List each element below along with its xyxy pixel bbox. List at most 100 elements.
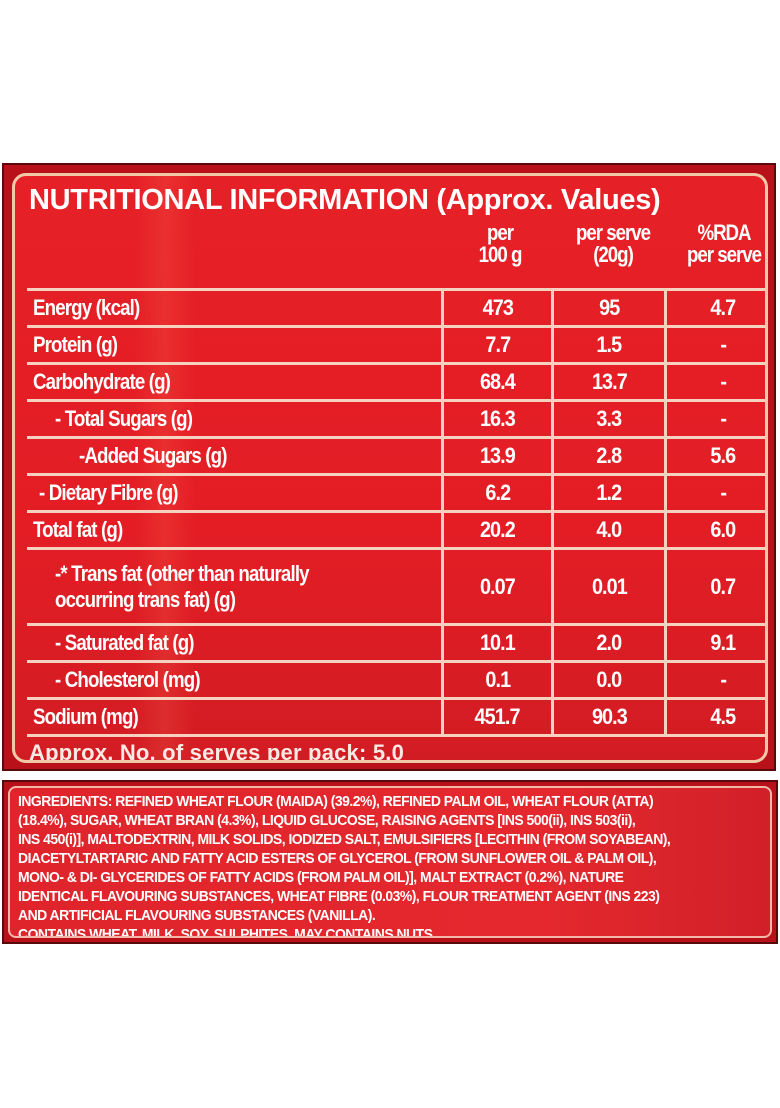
row-label: - Saturated fat (g) (27, 626, 441, 660)
value: 13.7 (591, 369, 628, 394)
value: 1.5 (596, 332, 623, 357)
value: 2.8 (596, 443, 623, 468)
row-label-text: Carbohydrate (g) (33, 369, 171, 394)
cell-rda: 5.6 (664, 439, 765, 473)
value: 4.7 (710, 295, 737, 320)
table-row-total-fat: Total fat (g) 20.2 4.0 6.0 (27, 513, 765, 550)
row-label-text: Energy (kcal) (33, 295, 140, 320)
value: 451.7 (474, 704, 521, 729)
row-label-text: - Saturated fat (g) (55, 630, 195, 655)
cell-per-100g: 6.2 (441, 476, 551, 510)
row-label: -Added Sugars (g) (27, 439, 441, 473)
cell-per-100g: 10.1 (441, 626, 551, 660)
value: 68.4 (480, 369, 516, 394)
row-label-text: Total fat (g) (33, 517, 123, 542)
value: 0.01 (591, 573, 628, 599)
value: 95 (598, 295, 620, 320)
table-row-cholesterol: - Cholesterol (mg) 0.1 0.0 - (27, 663, 765, 700)
column-header-line: per serve (686, 242, 762, 267)
row-label: Sodium (mg) (27, 700, 441, 734)
row-label: -* Trans fat (other than naturally occur… (27, 550, 441, 623)
table-row-protein: Protein (g) 7.7 1.5 - (27, 328, 765, 365)
value: 0.07 (480, 573, 516, 599)
value: 1.2 (596, 480, 623, 505)
cell-per-serve: 90.3 (551, 700, 664, 734)
nutrition-panel-inner: NUTRITIONAL INFORMATION (Approx. Values)… (12, 173, 768, 763)
table-row-dietary-fibre: - Dietary Fibre (g) 6.2 1.2 - (27, 476, 765, 513)
row-label: Carbohydrate (g) (27, 365, 441, 399)
nutrition-panel: NUTRITIONAL INFORMATION (Approx. Values)… (2, 163, 776, 771)
row-label-text: - Dietary Fibre (g) (39, 480, 179, 505)
value: 6.0 (710, 517, 737, 542)
cell-per-100g: 16.3 (441, 402, 551, 436)
column-header-rda: %RDA per serve (672, 222, 765, 267)
value: - (720, 406, 727, 431)
ingredients-line: (18.4%), SUGAR, WHEAT BRAN (4.3%), LIQUI… (18, 812, 636, 829)
column-header-line: per serve (575, 220, 651, 245)
value: - (720, 480, 727, 505)
nutrition-table: Energy (kcal) 473 95 4.7 Protein (g) 7.7… (27, 288, 765, 737)
ingredients-line: INGREDIENTS: REFINED WHEAT FLOUR (MAIDA)… (18, 793, 654, 810)
cell-per-serve: 95 (551, 291, 664, 325)
column-header-line: per (486, 220, 514, 245)
cell-rda: 4.7 (664, 291, 765, 325)
column-header-line: (20g) (593, 242, 634, 267)
ingredients-line: MONO- & DI- GLYCERIDES OF FATTY ACIDS (F… (18, 869, 624, 886)
cell-per-serve: 4.0 (551, 513, 664, 547)
row-label-text: occurring trans fat) (g) (55, 586, 236, 612)
table-row-total-sugars: - Total Sugars (g) 16.3 3.3 - (27, 402, 765, 439)
cell-per-serve: 1.2 (551, 476, 664, 510)
column-header-line: 100 g (478, 242, 523, 267)
cell-per-serve: 13.7 (551, 365, 664, 399)
row-label: - Dietary Fibre (g) (27, 476, 441, 510)
value: 3.3 (596, 406, 623, 431)
value: 90.3 (591, 704, 628, 729)
cell-rda: - (664, 328, 765, 362)
cell-per-100g: 451.7 (441, 700, 551, 734)
row-label-text: Protein (g) (33, 332, 118, 357)
table-row-saturated-fat: - Saturated fat (g) 10.1 2.0 9.1 (27, 626, 765, 663)
cell-per-serve: 0.0 (551, 663, 664, 697)
cell-per-100g: 7.7 (441, 328, 551, 362)
serves-per-pack: Approx. No. of serves per pack: 5.0 (29, 740, 405, 763)
value: 20.2 (480, 517, 516, 542)
nutrition-title: NUTRITIONAL INFORMATION (Approx. Values) (29, 184, 661, 216)
table-row-added-sugars: -Added Sugars (g) 13.9 2.8 5.6 (27, 439, 765, 476)
cell-per-100g: 20.2 (441, 513, 551, 547)
value: 0.1 (485, 667, 511, 692)
cell-rda: - (664, 476, 765, 510)
value: - (720, 667, 727, 692)
cell-per-serve: 3.3 (551, 402, 664, 436)
row-label-text: -* Trans fat (other than naturally (55, 560, 310, 586)
cell-rda: - (664, 402, 765, 436)
value: 5.6 (710, 443, 737, 468)
value: 2.0 (596, 630, 623, 655)
row-label-text: - Cholesterol (mg) (55, 667, 201, 692)
column-header-per-serve: per serve (20g) (560, 222, 665, 266)
allergen-statement: CONTAINS WHEAT, MILK, SOY, SULPHITES. MA… (18, 926, 436, 938)
table-row-sodium: Sodium (mg) 451.7 90.3 4.5 (27, 700, 765, 737)
value: 6.2 (485, 480, 511, 505)
cell-per-100g: 473 (441, 291, 551, 325)
ingredients-line: AND ARTIFICIAL FLAVOURING SUBSTANCES (VA… (18, 907, 376, 924)
ingredients-line: IDENTICAL FLAVOURING SUBSTANCES, WHEAT F… (18, 888, 660, 905)
cell-rda: 4.5 (664, 700, 765, 734)
value: 9.1 (710, 630, 737, 655)
value: 7.7 (485, 332, 511, 357)
cell-rda: 0.7 (664, 550, 765, 623)
value: 473 (482, 295, 513, 320)
value: 4.0 (596, 517, 623, 542)
cell-per-serve: 0.01 (551, 550, 664, 623)
cell-per-100g: 0.1 (441, 663, 551, 697)
row-label-text: -Added Sugars (g) (79, 443, 227, 468)
value: 16.3 (480, 406, 516, 431)
value: 10.1 (480, 630, 516, 655)
value: 0.7 (710, 573, 737, 599)
value: 13.9 (480, 443, 516, 468)
ingredients-panel: INGREDIENTS: REFINED WHEAT FLOUR (MAIDA)… (2, 780, 778, 944)
cell-per-100g: 0.07 (441, 550, 551, 623)
value: - (720, 332, 727, 357)
table-row-trans-fat: -* Trans fat (other than naturally occur… (27, 550, 765, 626)
cell-per-serve: 1.5 (551, 328, 664, 362)
row-label-text: Sodium (mg) (33, 704, 139, 729)
